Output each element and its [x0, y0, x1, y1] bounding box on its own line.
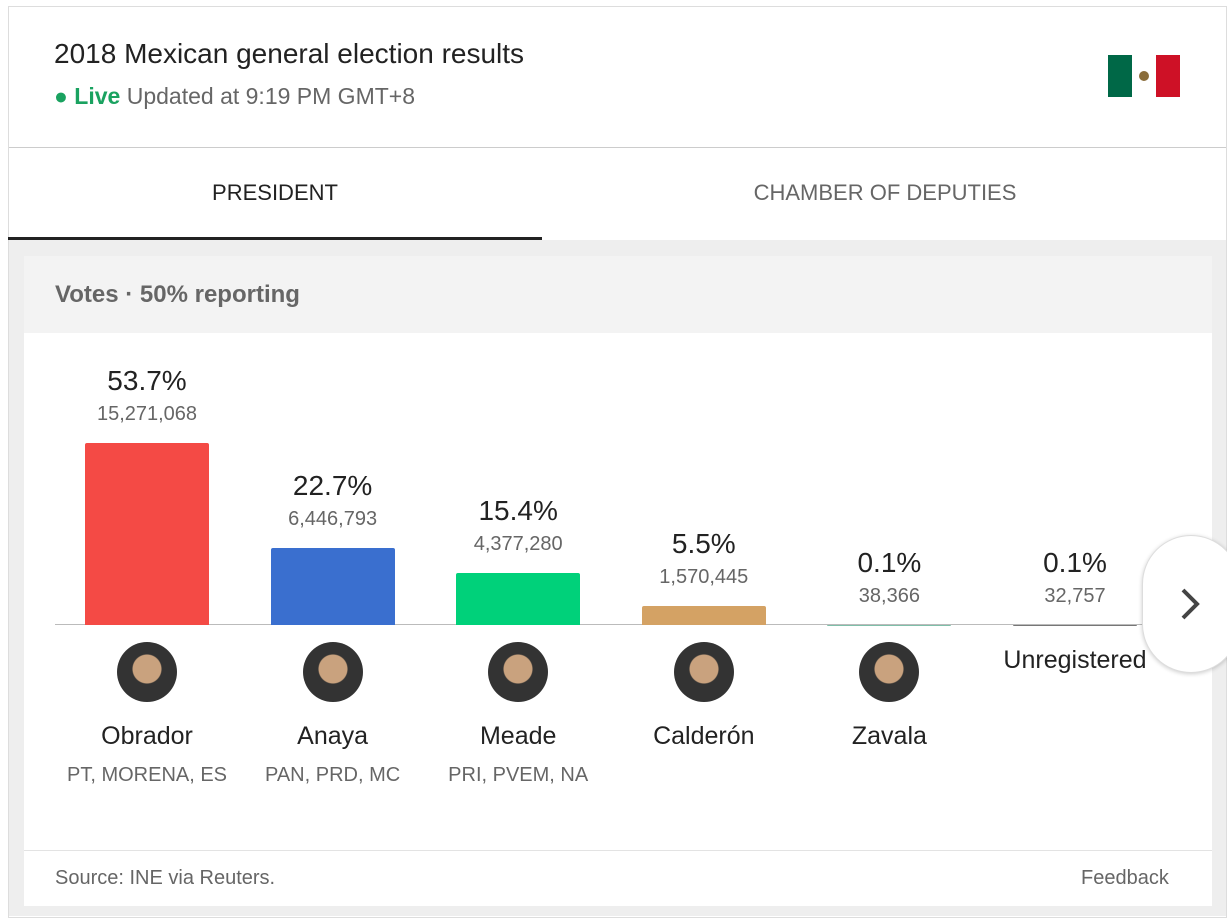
- bar: [270, 548, 395, 625]
- baseline: [55, 624, 1212, 625]
- candidate-photo: [302, 642, 363, 702]
- vote-count: 6,446,793: [288, 508, 378, 531]
- party-list: PRI, PVEM, NA: [448, 764, 589, 786]
- candidate-name: Unregistered: [1003, 646, 1147, 674]
- vote-count: 38,366: [858, 584, 920, 607]
- tab[interactable]: CHAMBER OF DEPUTIES: [753, 180, 1017, 205]
- candidate-photo: [488, 642, 549, 702]
- tab[interactable]: PRESIDENT: [212, 180, 338, 205]
- title: 2018 Mexican general election results: [54, 38, 525, 69]
- footer-divider: [24, 850, 1212, 851]
- candidate-photo: [859, 642, 920, 702]
- section-header: [24, 256, 1212, 333]
- value-label: 53.7%: [107, 364, 187, 396]
- candidate-name: Zavala: [851, 722, 927, 750]
- vote-count: 32,757: [1044, 584, 1106, 607]
- candidate-name: Calderón: [653, 722, 755, 750]
- value-label: 15.4%: [478, 494, 558, 526]
- bar: [456, 572, 581, 625]
- source: Source: INE via Reuters.: [55, 867, 276, 889]
- live-badge: ● Live: [54, 83, 121, 109]
- value-label: 0.1%: [857, 546, 922, 578]
- candidate-name: Obrador: [101, 722, 193, 750]
- section-title: Votes · 50% reporting: [55, 281, 300, 308]
- value-label: 5.5%: [671, 528, 736, 560]
- vote-count: 1,570,445: [659, 566, 749, 589]
- status: ● Live Updated at 9:19 PM GMT+8: [54, 83, 415, 110]
- inner-card: [24, 256, 1212, 906]
- candidate-name: Meade: [479, 722, 557, 750]
- vote-count: 4,377,280: [473, 532, 563, 555]
- divider: [9, 147, 1226, 148]
- chevron: [1181, 588, 1200, 620]
- bar: [85, 442, 209, 625]
- candidate-photo: [117, 642, 177, 702]
- party-list: PT, MORENA, ES: [66, 764, 228, 786]
- value-label: 0.1%: [1043, 546, 1107, 578]
- updated-text: Updated at 9:19 PM GMT+8: [126, 83, 416, 109]
- bar: [641, 606, 766, 625]
- next-button[interactable]: [1142, 535, 1227, 673]
- vote-count: 15,271,068: [96, 402, 198, 425]
- feedback[interactable]: Feedback: [1081, 867, 1169, 889]
- party-list: PAN, PRD, MC: [264, 764, 401, 786]
- flag: [1108, 55, 1180, 97]
- tab-indicator: [8, 237, 542, 240]
- value-label: 22.7%: [292, 470, 373, 502]
- candidate-photo: [673, 642, 734, 702]
- candidate-name: Anaya: [297, 722, 369, 750]
- live-text: Live: [74, 83, 121, 109]
